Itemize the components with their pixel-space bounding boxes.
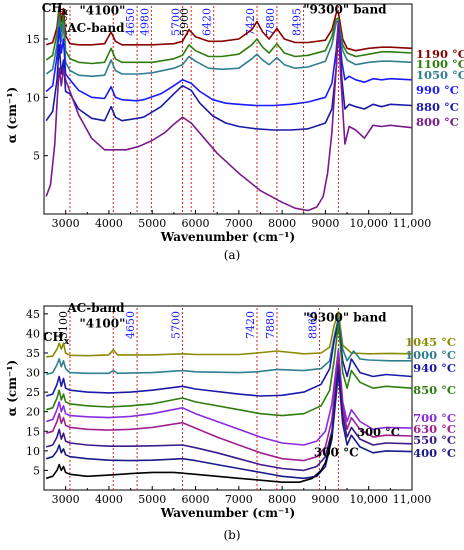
panel-b-annotation: AC-band [66, 301, 125, 315]
panel-b-series-label: 700 °C [413, 411, 456, 425]
panel-a-caption: (a) [223, 248, 241, 262]
panel-b-series-label: 400 °C [413, 446, 456, 460]
panel-a-series-line [45, 5, 413, 52]
panel-b-plot-frame [43, 305, 413, 491]
panel-b-y-tick-label: 40 [26, 327, 40, 340]
panel-b-x-tick-label: 6000 [182, 493, 210, 506]
panel-b-caption: (b) [223, 528, 241, 542]
panel-a-x-tick-label: 3000 [52, 217, 80, 230]
panel-b-x-tick-label: 3000 [52, 493, 80, 506]
panel-a-y-tick-label: 15 [26, 33, 40, 46]
panel-b-y-tick-label: 20 [26, 406, 40, 419]
panel-b-x-tick-label: 8000 [268, 493, 296, 506]
panel-a-reference-line-label: 6420 [201, 8, 214, 36]
panel-a-y-tick-label: 10 [26, 91, 40, 104]
panel-b-reference-line-label: 7880 [264, 311, 277, 339]
panel-b-y-tick-label: 25 [26, 386, 40, 399]
panel-a-annotation: CHx [42, 1, 69, 18]
panel-b-series-label: 850 °C [413, 383, 456, 397]
panel-b-reference-line-label: 3100 [57, 311, 70, 339]
panel-a-plot-frame [43, 3, 413, 215]
panel-a-annotation: "4100" [79, 4, 125, 18]
panel-a-series-label: 990 °C [416, 83, 459, 97]
panel-b-x-tick-label: 7000 [225, 493, 253, 506]
panel-b-series-line [45, 435, 333, 483]
panel-b-series-label: 1045 °C [405, 335, 456, 349]
panel-a-series-line [45, 26, 413, 131]
panel-b-annotation: "9300" band [303, 311, 387, 325]
panel-b-x-tick-label: 11,000 [393, 493, 432, 506]
panel-b-y-tick-label: 45 [26, 308, 40, 321]
panel-b-reference-line-label: 5700 [170, 311, 183, 339]
panel-b-series-line [45, 348, 413, 446]
panel-a-reference-line-label: 7880 [264, 8, 277, 36]
panel-a-annotation: AC-band [66, 21, 125, 35]
panel-a-reference-line-label: 7420 [244, 8, 257, 36]
panel-b-series-line [45, 363, 413, 472]
panel-a-series-label: 1100 °C [416, 57, 464, 71]
panel-a-series-label: 880 °C [416, 100, 459, 114]
panel-b-annotation: "4100" [79, 317, 125, 331]
panel-a-reference-line-label: 4650 [124, 8, 137, 36]
panel-b-series-line [45, 320, 413, 397]
panel-b-y-tick-label: 35 [26, 347, 40, 360]
panel-a-x-tick-label: 8000 [268, 217, 296, 230]
panel-b-reference-line-label: 7420 [244, 311, 257, 339]
panel-a-x-tick-label: 5000 [138, 217, 166, 230]
panel-b-series-line [45, 356, 413, 462]
panel-a-series-label: 800 °C [416, 115, 459, 129]
panel-b-annotation: CHx [43, 330, 70, 347]
panel-b-y-tick-label: 5 [33, 464, 40, 477]
panel-b-y-tick-label: 15 [26, 425, 40, 438]
panel-a-reference-line-label: 8495 [291, 8, 304, 36]
panel-b-annotation: 300 °C [314, 446, 359, 460]
panel-a-chart: 3000 4000 5000 6000 7000 8000 9000 10,000 11,000… [5, 1, 464, 244]
panel-a-reference-line-label: 5900 [178, 8, 191, 36]
panel-a-x-tick-label: 10,000 [349, 217, 388, 230]
panel-a-x-tick-label: 9000 [311, 217, 339, 230]
panel-a-y-tick-label: 5 [33, 150, 40, 163]
panel-a-x-tick-label: 11,000 [393, 217, 432, 230]
panel-b-series-line [45, 316, 412, 376]
panel-b-x-tick-label: 10,000 [349, 493, 388, 506]
panel-b-x-tick-label: 9000 [311, 493, 339, 506]
panel-b-series-label: 550 °C [413, 433, 456, 447]
panel-a-series-line [45, 20, 413, 107]
panel-b-y-tick-label: 30 [26, 367, 40, 380]
panel-b-series-label: 940 °C [413, 361, 456, 375]
panel-a-y-axis-title: α (cm⁻¹) [5, 87, 19, 143]
panel-b-x-tick-label: 4000 [95, 493, 123, 506]
panel-a-annotation: "9300" band [303, 2, 387, 16]
panel-b-series-label: 1000 °C [405, 348, 456, 362]
panel-a-series-label: 1050 °C [416, 68, 464, 82]
panel-b-series-label: 630 °C [413, 422, 456, 436]
panel-b-series-line [45, 322, 413, 417]
panel-a-reference-line-label: 5700 [170, 8, 183, 36]
panel-a-x-tick-label: 7000 [225, 217, 253, 230]
panel-b-series-line [45, 371, 413, 480]
panel-b-y-tick-label: 10 [26, 445, 40, 458]
panel-b-series-label: 300 °C [357, 425, 400, 439]
panel-a-x-axis-title: Wavenumber (cm⁻¹) [160, 230, 295, 244]
panel-a-series-line [45, 11, 413, 65]
panel-b-chart: 3000 4000 5000 6000 7000 8000 9000 10,000 11,000… [5, 301, 456, 520]
panel-a-reference-line-label: 4980 [138, 8, 151, 36]
panel-b-reference-line-label: 4650 [124, 311, 137, 339]
panel-a-series-line [45, 20, 413, 212]
panel-b-y-axis-title: α (cm⁻¹) [5, 360, 19, 416]
panel-a-x-tick-label: 4000 [95, 217, 123, 230]
panel-a-series-label: 1190 °C [416, 47, 464, 61]
panel-a-x-tick-label: 6000 [182, 217, 210, 230]
panel-b-x-axis-title: Wavenumber (cm⁻¹) [160, 506, 295, 520]
panel-b-x-tick-label: 5000 [138, 493, 166, 506]
panel-b-reference-line-label: 8865 [307, 311, 320, 339]
